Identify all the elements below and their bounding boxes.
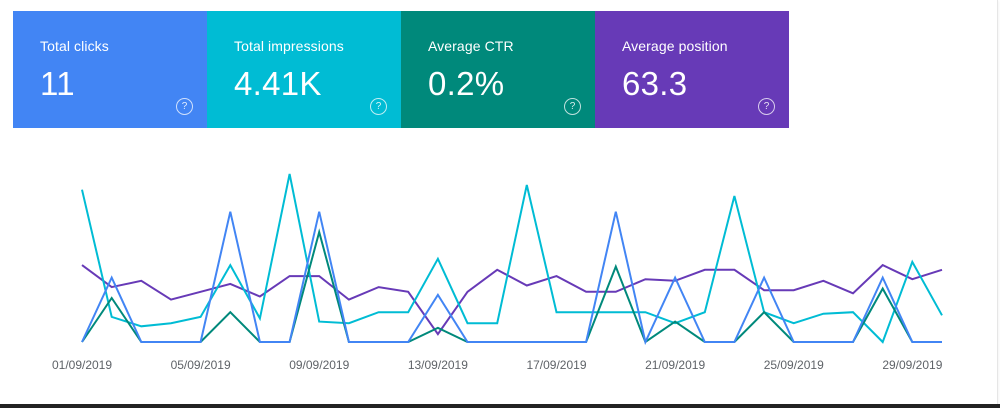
help-icon[interactable]: ? [176, 98, 193, 115]
series-line-total-impressions [81, 173, 943, 344]
average-position-tile[interactable]: Average position 63.3 ? [595, 11, 789, 128]
total-impressions-label: Total impressions [234, 38, 344, 54]
x-tick-label: 05/09/2019 [171, 358, 231, 372]
total-clicks-value: 11 [40, 65, 75, 102]
x-tick-label: 13/09/2019 [408, 358, 468, 372]
x-tick-label: 09/09/2019 [289, 358, 349, 372]
x-tick-label: 25/09/2019 [764, 358, 824, 372]
series-line-average-ctr [81, 228, 942, 344]
average-position-value: 63.3 [622, 65, 688, 102]
total-impressions-value: 4.41K [234, 65, 322, 102]
series-line-total-clicks [81, 211, 942, 346]
x-tick-label: 01/09/2019 [52, 358, 112, 372]
total-impressions-tile[interactable]: Total impressions 4.41K ? [207, 11, 401, 128]
average-position-label: Average position [622, 38, 728, 54]
x-tick-label: 17/09/2019 [526, 358, 586, 372]
average-ctr-tile[interactable]: Average CTR 0.2% ? [401, 11, 595, 128]
total-clicks-tile[interactable]: Total clicks 11 ? [13, 11, 207, 128]
help-icon[interactable]: ? [758, 98, 775, 115]
x-tick-label: 21/09/2019 [645, 358, 705, 372]
metric-tiles: Total clicks 11 ? Total impressions 4.41… [13, 11, 789, 128]
average-ctr-value: 0.2% [428, 65, 505, 102]
bottom-border [0, 404, 1000, 408]
help-icon[interactable]: ? [564, 98, 581, 115]
total-clicks-label: Total clicks [40, 38, 109, 54]
help-icon[interactable]: ? [370, 98, 387, 115]
x-tick-label: 29/09/2019 [882, 358, 942, 372]
average-ctr-label: Average CTR [428, 38, 514, 54]
series-line-average-position [81, 263, 943, 336]
